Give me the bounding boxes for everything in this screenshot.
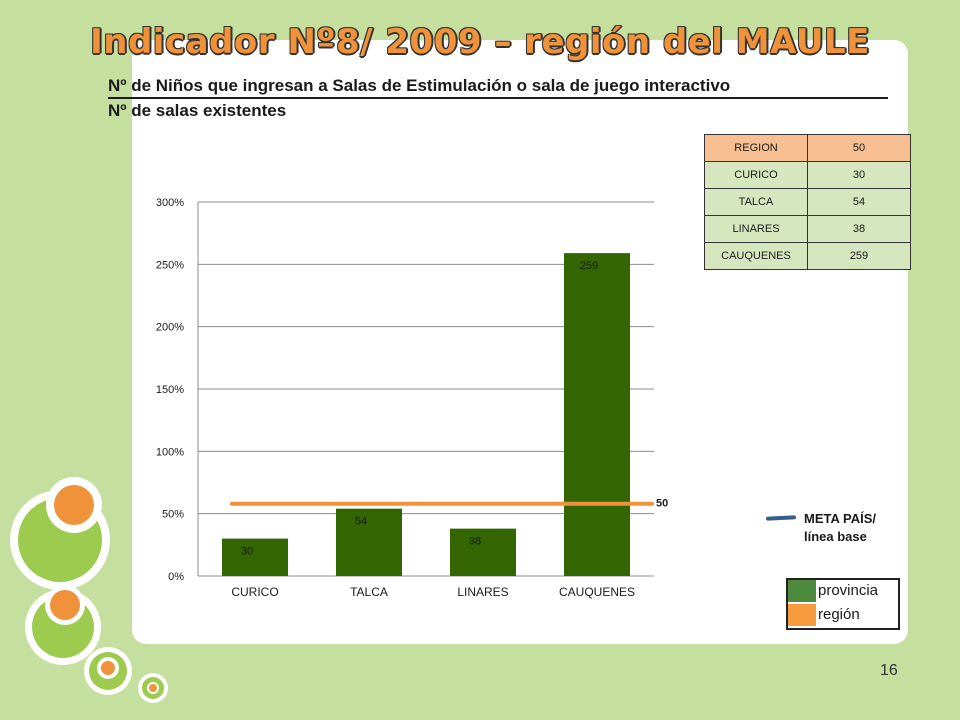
meta-legend-line1: META PAÍS/ [804, 511, 876, 526]
x-tick-label: CURICO [231, 585, 278, 599]
table-row: CURICO 30 [704, 161, 911, 189]
y-axis-ticks: 0% 50% 100% 150% 200% 250% 300% [156, 197, 184, 583]
subtitle-children: Nº de Niños que ingresan a Salas de Esti… [108, 76, 888, 99]
y-tick-label: 0% [168, 571, 184, 583]
table-cell: CURICO [704, 161, 808, 189]
table-cell: 38 [807, 215, 911, 243]
bar-curico [222, 538, 288, 576]
table-cell: 259 [807, 242, 911, 270]
table-cell: 30 [807, 161, 911, 189]
decor-circle [54, 485, 94, 525]
table-cell: LINARES [704, 215, 808, 243]
legend-item-provincia: provincia [788, 580, 898, 602]
x-tick-label: LINARES [457, 585, 508, 599]
y-tick-label: 50% [162, 509, 184, 521]
bar-talca [336, 508, 402, 576]
decor-circle [149, 684, 157, 692]
y-tick-label: 100% [156, 446, 184, 458]
y-tick-label: 150% [156, 384, 184, 396]
y-tick-label: 300% [156, 197, 184, 209]
meta-legend-line2: línea base [804, 529, 867, 544]
y-tick-label: 250% [156, 259, 184, 271]
table-row: CAUQUENES 259 [704, 242, 911, 270]
legend-swatch [788, 580, 816, 602]
bar-data-label: 54 [355, 516, 367, 528]
table-cell: 54 [807, 188, 911, 216]
bar-cauquenes [564, 253, 630, 576]
x-tick-label: TALCA [350, 585, 388, 599]
y-tick-label: 200% [156, 322, 184, 334]
x-tick-label: CAUQUENES [559, 585, 635, 599]
legend-box: provincia región [786, 578, 900, 630]
legend-label: región [818, 606, 860, 623]
subtitle-rooms: Nº de salas existentes [108, 101, 287, 120]
legend-item-region: región [788, 604, 898, 626]
slide-title: Indicador Nº8/ 2009 – región del MAULE [90, 22, 870, 62]
bar-data-label: 38 [469, 536, 481, 548]
table-header-row: REGION 50 [704, 134, 911, 162]
bar-linares [450, 528, 516, 576]
bars: 30 54 38 259 [222, 253, 630, 576]
decor-circle [50, 590, 80, 620]
legend-label: provincia [818, 582, 879, 599]
table-header-cell: 50 [807, 134, 911, 162]
reference-line-group: 50 [230, 498, 668, 510]
decor-circle [101, 661, 115, 675]
table-cell: CAUQUENES [704, 242, 808, 270]
meta-legend-label: META PAÍS/ línea base [804, 510, 914, 546]
table-row: TALCA 54 [704, 188, 911, 216]
bar-data-label: 259 [580, 260, 598, 272]
reference-line-label: 50 [656, 498, 668, 510]
table-row: LINARES 38 [704, 215, 911, 243]
table-header-cell: REGION [704, 134, 808, 162]
x-axis-ticks: CURICO TALCA LINARES CAUQUENES [231, 585, 635, 599]
legend-swatch [788, 604, 816, 626]
table-cell: TALCA [704, 188, 808, 216]
bar-data-label: 30 [241, 546, 253, 558]
data-table: REGION 50 CURICO 30 TALCA 54 LINARES 38 … [704, 134, 911, 270]
page-number: 16 [880, 662, 898, 679]
